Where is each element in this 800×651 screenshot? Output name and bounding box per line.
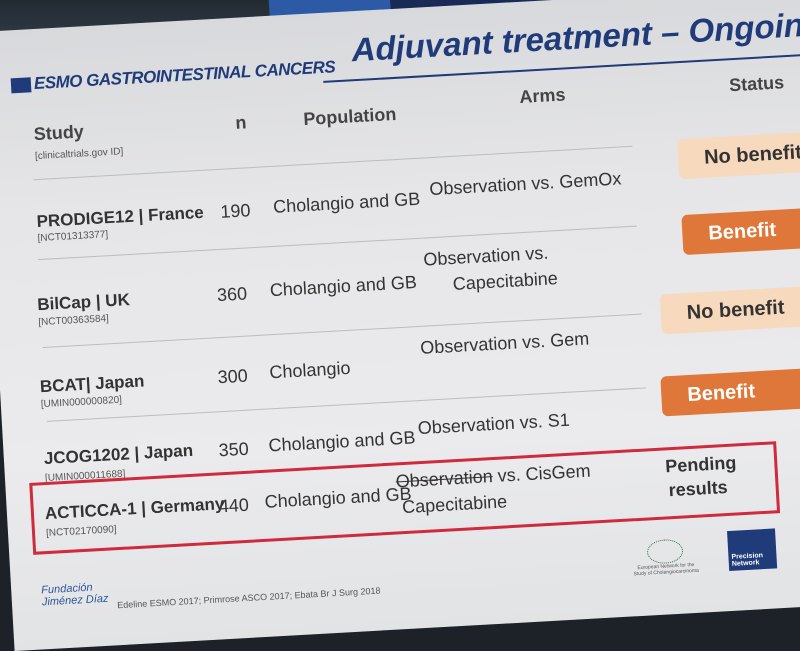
row5-status-line1: Pending	[664, 452, 737, 477]
row2-status-badge: Benefit	[681, 206, 800, 256]
row3-arms: Observation vs. Gem	[419, 328, 590, 358]
ens-cca-logo: European Network for the Study of Cholan…	[629, 538, 701, 578]
row1-study: PRODIGE12 | France	[36, 202, 205, 232]
row2-n: 360	[216, 283, 248, 306]
row4-study: JCOG1202 | Japan	[43, 440, 194, 469]
row3-study: BCAT| Japan	[39, 371, 145, 397]
ens-cca-emblem-icon	[646, 538, 684, 565]
row2-arms-line1: Observation vs.	[422, 242, 549, 270]
esmo-logo-text: ESMO GASTROINTESTINAL CANCERS	[33, 57, 336, 94]
header-population: Population	[302, 103, 397, 130]
row3-status-badge: No benefit	[659, 286, 800, 335]
row2-id: [NCT00363584]	[38, 313, 110, 329]
header-arms: Arms	[518, 84, 566, 107]
ens-cca-caption: European Network for the Study of Cholan…	[633, 561, 700, 578]
precision-network-label: Precision Network	[731, 552, 764, 568]
row2-study: BilCap | UK	[36, 290, 131, 315]
row1-population: Cholangio and GB	[272, 188, 421, 217]
esmo-logo-mark	[10, 76, 32, 93]
fjd-logo: Fundación Jiménez Díaz	[41, 581, 109, 609]
row5-arms-rest: vs. CisGem	[492, 460, 592, 487]
header-study-sub: [clinicaltrials.gov ID]	[34, 146, 124, 163]
row4-status-badge: Benefit	[660, 368, 800, 417]
header-study: Study	[33, 121, 85, 145]
esmo-logo: ESMO GASTROINTESTINAL CANCERS	[10, 57, 336, 95]
precision-network-logo: Precision Network	[727, 528, 778, 572]
row2-population: Cholangio and GB	[269, 272, 418, 301]
row5-n: 440	[218, 494, 250, 517]
row3-n: 300	[217, 365, 249, 388]
row1-status-badge: No benefit	[677, 130, 800, 180]
row4-arms: Observation vs. S1	[417, 409, 571, 439]
header-n: n	[234, 112, 248, 133]
row5-status-line2: results	[668, 476, 729, 501]
header-status: Status	[728, 72, 785, 96]
row4-n: 350	[218, 438, 250, 461]
row1-arms: Observation vs. GemOx	[428, 168, 622, 200]
row5-arms-struck: Observation	[395, 466, 494, 492]
row1-n: 190	[219, 200, 251, 222]
row3-id: [UMIN000000820]	[40, 394, 123, 411]
row4-population: Cholangio and GB	[267, 427, 416, 456]
references: Edeline ESMO 2017; Primrose ASCO 2017; E…	[116, 585, 381, 611]
row3-population: Cholangio	[268, 357, 351, 383]
row2-arms-line2: Capecitabine	[452, 268, 559, 294]
fjd-logo-line2: Jiménez Díaz	[41, 592, 109, 609]
